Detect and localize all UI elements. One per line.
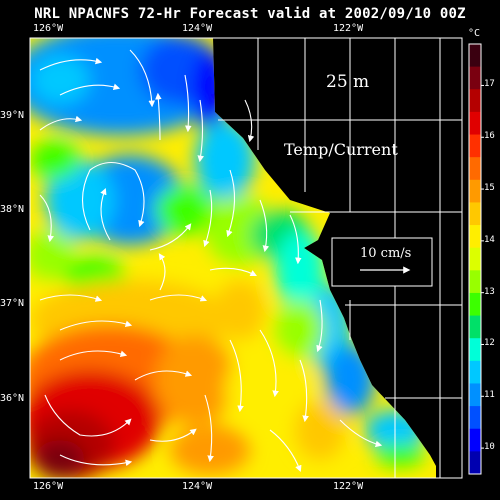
lat-label-4: 36°N [0,393,25,404]
colorbar-tick-label: 12 [484,338,495,349]
current-streamlines [39,49,383,473]
colorbar-tick-label: 11 [484,390,495,401]
field-label: Temp/Current [284,140,398,159]
colorbar [468,43,484,475]
colorbar-swatch [469,157,481,181]
colorbar-swatch [469,66,481,90]
colorbar-swatch [469,428,481,452]
lon-label-bottom-3: 122°W [333,481,364,492]
lon-label-bottom-1: 126°W [33,481,64,492]
colorbar-tick-label: 13 [484,286,495,297]
colorbar-swatch [469,292,481,317]
colorbar-swatch [469,406,481,430]
colorbar-swatch [469,44,481,68]
colorbar-swatch [469,202,481,226]
lat-label-1: 39°N [0,110,25,121]
colorbar-swatch [469,383,481,407]
colorbar-frame [468,43,482,475]
colorbar-tick-label: 14 [484,234,495,245]
legend-speed-label: 10 cm/s [360,246,412,261]
colorbar-tick-label: 10 [484,442,495,453]
lat-label-2: 38°N [0,204,25,215]
colorbar-swatch [469,360,481,384]
colorbar-swatch [469,451,481,475]
colorbar-unit: °C [468,28,481,39]
colorbar-swatch [469,134,481,158]
colorbar-tick-label: 17 [484,79,495,90]
colorbar-tick-label: 15 [484,183,495,194]
colorbar-swatch [469,89,481,113]
grid-lines [218,38,462,478]
colorbar-swatch [469,179,481,203]
colorbar-swatch [469,270,481,294]
lon-label-bottom-2: 124°W [182,481,213,492]
lon-label-top-3: 122°W [333,23,364,34]
colorbar-swatch [469,315,481,339]
colorbar-swatch [469,111,481,136]
figure-title: NRL NPACNFS 72-Hr Forecast valid at 2002… [34,6,466,22]
lat-label-3: 37°N [0,298,25,309]
velocity-legend [331,237,433,287]
colorbar-tick-label: 16 [484,131,495,142]
colorbar-swatch [469,247,481,271]
colorbar-swatch [469,225,481,249]
map-frame [29,37,463,479]
lon-label-top-1: 126°W [33,23,64,34]
depth-label: 25 m [326,72,370,92]
lon-label-top-2: 124°W [182,23,213,34]
colorbar-swatch [469,338,481,362]
